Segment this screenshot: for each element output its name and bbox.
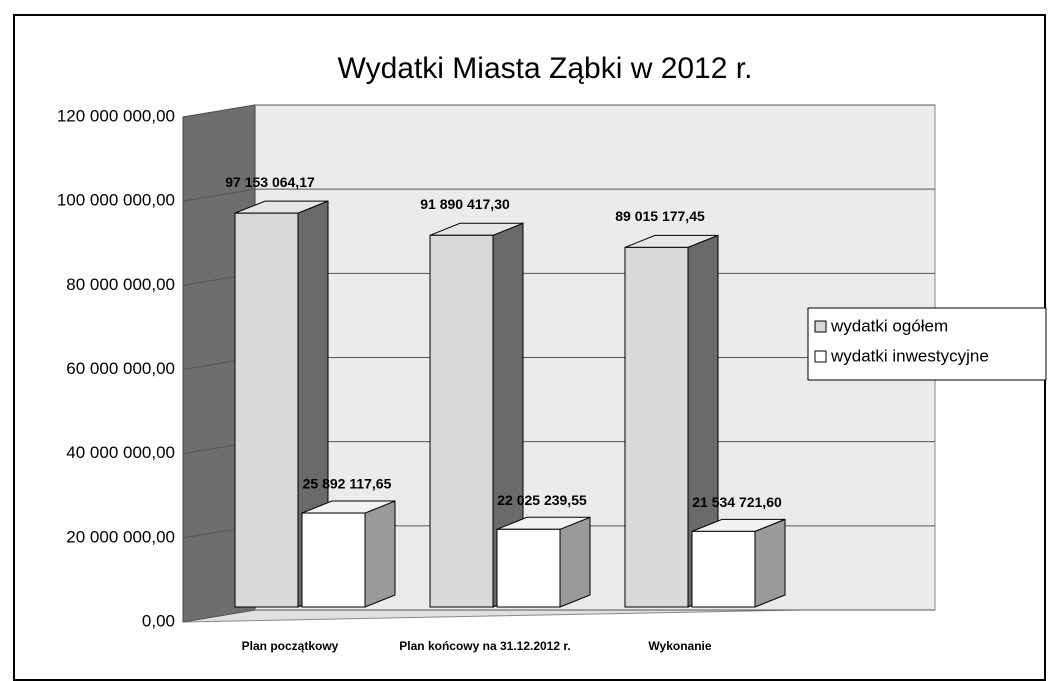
legend-swatch xyxy=(814,320,827,333)
legend-label: wydatki inwestycyjne xyxy=(830,346,989,365)
legend-label: wydatki ogółem xyxy=(830,316,948,335)
value-label: 25 892 117,65 xyxy=(303,476,392,492)
legend-swatch xyxy=(814,350,827,363)
y-tick-label: 40 000 000,00 xyxy=(66,443,175,462)
y-tick-label: 20 000 000,00 xyxy=(66,527,175,546)
bar-side xyxy=(364,500,396,608)
bar xyxy=(301,512,366,608)
x-tick-label: Wykonanie xyxy=(648,639,711,653)
grid-line xyxy=(182,609,935,623)
grid-line xyxy=(182,104,935,118)
y-tick-label: 100 000 000,00 xyxy=(57,191,175,210)
bar xyxy=(496,528,561,608)
x-tick-label: Plan początkowy xyxy=(242,639,339,653)
y-tick-label: 0,00 xyxy=(142,611,175,630)
bar xyxy=(429,234,494,608)
bar xyxy=(624,246,689,608)
bar xyxy=(234,212,299,608)
y-tick-label: 120 000 000,00 xyxy=(57,106,175,125)
y-tick-label: 60 000 000,00 xyxy=(66,359,175,378)
value-label: 21 534 721,60 xyxy=(692,494,782,510)
grid-line xyxy=(182,188,935,202)
legend-box xyxy=(807,307,1047,381)
value-label: 97 153 064,17 xyxy=(225,174,315,190)
value-label: 89 015 177,45 xyxy=(615,208,705,224)
x-tick-label: Plan końcowy na 31.12.2012 r. xyxy=(399,639,570,653)
chart-title: Wydatki Miasta Ząbki w 2012 r. xyxy=(338,52,753,85)
bar-side xyxy=(754,518,786,608)
bar xyxy=(691,530,756,608)
value-label: 91 890 417,30 xyxy=(420,196,510,212)
bar-side xyxy=(559,516,591,608)
y-tick-label: 80 000 000,00 xyxy=(66,275,175,294)
value-label: 22 025 239,55 xyxy=(497,492,587,508)
